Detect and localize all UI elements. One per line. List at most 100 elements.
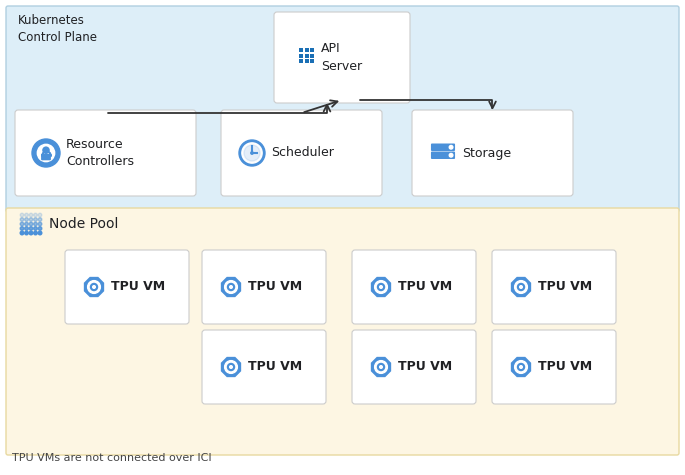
- FancyBboxPatch shape: [431, 152, 455, 159]
- Circle shape: [34, 222, 37, 226]
- Polygon shape: [511, 277, 531, 297]
- Polygon shape: [371, 357, 391, 377]
- Circle shape: [88, 281, 101, 294]
- Circle shape: [32, 139, 60, 167]
- Circle shape: [38, 218, 42, 221]
- Circle shape: [227, 284, 234, 291]
- Circle shape: [225, 281, 238, 294]
- Circle shape: [375, 361, 388, 373]
- FancyBboxPatch shape: [310, 48, 314, 52]
- FancyBboxPatch shape: [6, 208, 679, 455]
- Circle shape: [29, 227, 33, 230]
- Text: TPU VM: TPU VM: [111, 281, 165, 294]
- Circle shape: [25, 227, 28, 230]
- Circle shape: [449, 153, 453, 157]
- Circle shape: [20, 227, 24, 230]
- Text: Kubernetes
Control Plane: Kubernetes Control Plane: [18, 14, 97, 44]
- Circle shape: [90, 284, 97, 291]
- Circle shape: [38, 222, 42, 226]
- FancyBboxPatch shape: [299, 54, 303, 57]
- Text: TPU VM: TPU VM: [538, 281, 592, 294]
- Circle shape: [229, 366, 232, 368]
- FancyBboxPatch shape: [65, 250, 189, 324]
- Circle shape: [375, 281, 388, 294]
- Circle shape: [29, 218, 33, 221]
- Text: API
Server: API Server: [321, 42, 362, 73]
- Circle shape: [37, 144, 55, 162]
- Circle shape: [242, 143, 262, 163]
- Text: TPU VM: TPU VM: [398, 361, 452, 373]
- Circle shape: [517, 363, 525, 370]
- FancyBboxPatch shape: [41, 154, 51, 160]
- Text: TPU VMs are not connected over ICI: TPU VMs are not connected over ICI: [12, 453, 212, 463]
- Circle shape: [92, 285, 95, 288]
- Circle shape: [20, 222, 24, 226]
- FancyBboxPatch shape: [305, 54, 309, 57]
- Circle shape: [227, 363, 234, 370]
- Circle shape: [239, 140, 265, 166]
- FancyBboxPatch shape: [431, 143, 455, 151]
- Circle shape: [38, 231, 42, 235]
- Circle shape: [377, 284, 384, 291]
- FancyBboxPatch shape: [412, 110, 573, 196]
- Circle shape: [25, 213, 28, 217]
- Circle shape: [43, 147, 49, 153]
- Circle shape: [34, 231, 37, 235]
- FancyBboxPatch shape: [202, 250, 326, 324]
- FancyBboxPatch shape: [221, 110, 382, 196]
- Circle shape: [514, 361, 527, 373]
- Circle shape: [34, 218, 37, 221]
- FancyBboxPatch shape: [305, 48, 309, 52]
- Text: Storage: Storage: [462, 146, 511, 160]
- Circle shape: [229, 285, 232, 288]
- Circle shape: [520, 366, 523, 368]
- Circle shape: [20, 231, 24, 235]
- Circle shape: [38, 213, 42, 217]
- Text: Resource
Controllers: Resource Controllers: [66, 138, 134, 168]
- Circle shape: [20, 213, 24, 217]
- FancyBboxPatch shape: [352, 330, 476, 404]
- Polygon shape: [221, 357, 241, 377]
- Circle shape: [29, 231, 33, 235]
- Polygon shape: [511, 357, 531, 377]
- Text: TPU VM: TPU VM: [248, 281, 302, 294]
- FancyBboxPatch shape: [352, 250, 476, 324]
- Polygon shape: [84, 277, 104, 297]
- Text: Node Pool: Node Pool: [49, 217, 119, 231]
- Circle shape: [25, 218, 28, 221]
- Circle shape: [514, 281, 527, 294]
- FancyBboxPatch shape: [299, 48, 303, 52]
- FancyBboxPatch shape: [310, 59, 314, 63]
- FancyBboxPatch shape: [492, 330, 616, 404]
- FancyBboxPatch shape: [202, 330, 326, 404]
- Circle shape: [225, 361, 238, 373]
- Text: Scheduler: Scheduler: [271, 146, 334, 160]
- Circle shape: [38, 227, 42, 230]
- FancyBboxPatch shape: [15, 110, 196, 196]
- Text: TPU VM: TPU VM: [248, 361, 302, 373]
- Polygon shape: [371, 277, 391, 297]
- Circle shape: [377, 363, 384, 370]
- Circle shape: [20, 218, 24, 221]
- Circle shape: [29, 222, 33, 226]
- Text: TPU VM: TPU VM: [398, 281, 452, 294]
- Circle shape: [244, 145, 260, 161]
- Circle shape: [517, 284, 525, 291]
- FancyBboxPatch shape: [305, 59, 309, 63]
- Circle shape: [251, 152, 253, 154]
- FancyBboxPatch shape: [274, 12, 410, 103]
- Circle shape: [449, 145, 453, 149]
- Text: TPU VM: TPU VM: [538, 361, 592, 373]
- FancyBboxPatch shape: [492, 250, 616, 324]
- Circle shape: [34, 227, 37, 230]
- Circle shape: [379, 285, 382, 288]
- Polygon shape: [221, 277, 241, 297]
- Circle shape: [25, 222, 28, 226]
- FancyBboxPatch shape: [310, 54, 314, 57]
- Circle shape: [29, 213, 33, 217]
- Circle shape: [379, 366, 382, 368]
- FancyBboxPatch shape: [299, 59, 303, 63]
- Circle shape: [25, 231, 28, 235]
- FancyBboxPatch shape: [6, 6, 679, 212]
- Circle shape: [34, 213, 37, 217]
